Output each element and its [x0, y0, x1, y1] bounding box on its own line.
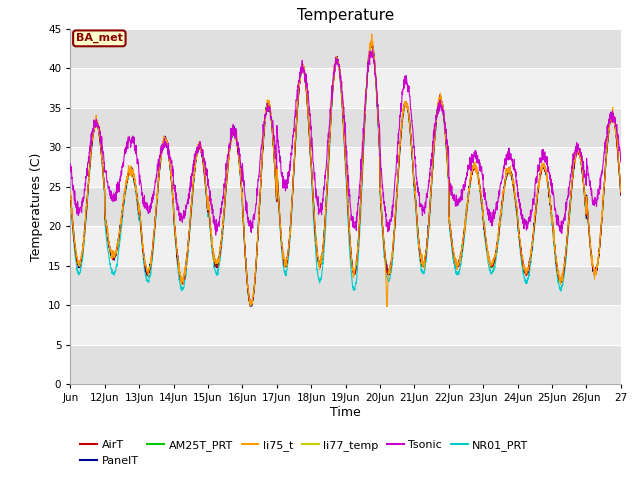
li75_t: [543, 178, 550, 184]
Tsonic: [241, 189, 248, 195]
Bar: [70, 187, 621, 226]
AM25T_PRT: [122, 187, 129, 192]
PanelT: [617, 192, 625, 198]
PanelT: [247, 303, 255, 309]
PanelT: [379, 228, 387, 233]
li75_t: [609, 116, 617, 122]
AM25T_PRT: [617, 192, 625, 197]
PanelT: [543, 175, 550, 181]
li75_t: [383, 304, 390, 310]
li75_t: [240, 232, 248, 238]
Y-axis label: Temperatures (C): Temperatures (C): [29, 152, 43, 261]
AirT: [122, 187, 129, 193]
AM25T_PRT: [247, 303, 255, 309]
li75_t: [512, 196, 520, 202]
Line: AirT: AirT: [70, 44, 621, 307]
PanelT: [240, 236, 248, 241]
Tsonic: [122, 151, 129, 156]
li75_t: [368, 31, 376, 37]
Line: li75_t: li75_t: [70, 34, 621, 307]
Tsonic: [543, 154, 550, 159]
NR01_PRT: [512, 202, 520, 207]
Line: Tsonic: Tsonic: [70, 50, 621, 235]
AirT: [240, 232, 248, 238]
Tsonic: [379, 189, 387, 195]
Bar: [70, 265, 621, 305]
Legend: AirT, PanelT, AM25T_PRT, li75_t, li77_temp, Tsonic, NR01_PRT: AirT, PanelT, AM25T_PRT, li75_t, li77_te…: [76, 436, 533, 470]
Tsonic: [512, 173, 520, 179]
AirT: [617, 192, 625, 198]
AM25T_PRT: [379, 231, 387, 237]
li77_temp: [248, 302, 255, 308]
li77_temp: [609, 117, 617, 122]
AirT: [246, 304, 254, 310]
NR01_PRT: [543, 172, 550, 178]
li77_temp: [122, 186, 129, 192]
PanelT: [609, 113, 617, 119]
NR01_PRT: [67, 197, 74, 203]
li75_t: [67, 189, 74, 194]
AM25T_PRT: [609, 115, 617, 121]
li77_temp: [379, 229, 387, 235]
AirT: [609, 116, 617, 121]
Bar: [70, 108, 621, 147]
AM25T_PRT: [512, 198, 520, 204]
li75_t: [122, 183, 129, 189]
NR01_PRT: [240, 234, 248, 240]
Tsonic: [67, 161, 74, 167]
NR01_PRT: [368, 41, 376, 47]
AirT: [512, 199, 520, 205]
PanelT: [512, 199, 520, 205]
Tsonic: [609, 119, 617, 124]
Bar: [70, 345, 621, 384]
Line: PanelT: PanelT: [70, 43, 621, 306]
li77_temp: [512, 198, 520, 204]
li77_temp: [67, 192, 74, 198]
li77_temp: [240, 233, 248, 239]
Bar: [70, 29, 621, 68]
Tsonic: [212, 232, 220, 238]
Title: Temperature: Temperature: [297, 9, 394, 24]
NR01_PRT: [609, 114, 617, 120]
NR01_PRT: [122, 188, 129, 193]
AirT: [67, 192, 74, 197]
PanelT: [122, 188, 129, 193]
NR01_PRT: [379, 235, 387, 241]
Text: BA_met: BA_met: [76, 33, 123, 44]
li77_temp: [617, 191, 625, 197]
li75_t: [617, 189, 625, 195]
X-axis label: Time: Time: [330, 406, 361, 419]
AirT: [367, 41, 375, 47]
li77_temp: [368, 38, 376, 44]
AirT: [543, 173, 550, 179]
AM25T_PRT: [543, 175, 550, 180]
NR01_PRT: [617, 192, 625, 198]
NR01_PRT: [248, 303, 255, 309]
PanelT: [368, 40, 376, 46]
Line: li77_temp: li77_temp: [70, 41, 621, 305]
Line: NR01_PRT: NR01_PRT: [70, 44, 621, 306]
AM25T_PRT: [67, 192, 74, 197]
Tsonic: [369, 47, 376, 53]
li75_t: [379, 225, 387, 231]
PanelT: [67, 192, 74, 197]
AM25T_PRT: [240, 230, 248, 236]
Tsonic: [617, 159, 625, 165]
li77_temp: [543, 171, 550, 177]
AM25T_PRT: [368, 41, 376, 47]
Line: AM25T_PRT: AM25T_PRT: [70, 44, 621, 306]
AirT: [379, 229, 387, 235]
